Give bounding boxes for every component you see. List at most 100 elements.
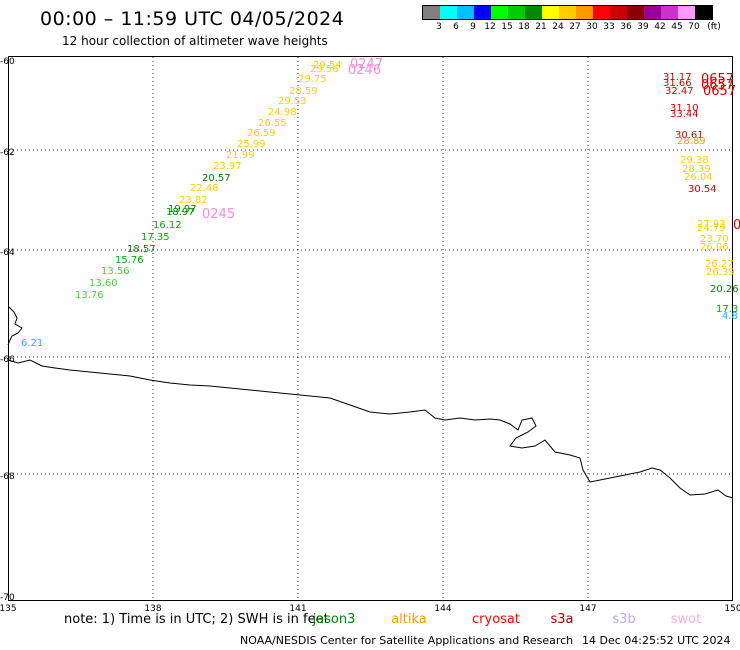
wave-height-reading: 30.54 [688, 184, 717, 195]
pass-time-label: 0245 [202, 207, 235, 222]
satellite-name: jason3 [312, 612, 356, 627]
wave-height-reading: 29.54 [313, 60, 342, 71]
wave-height-reading: 15.76 [115, 255, 144, 266]
wave-height-reading: 24.79 [697, 223, 726, 234]
pass-time-label: 0657 [701, 72, 734, 87]
lon-tick-label: 141 [289, 604, 307, 614]
legend-label: 30 [586, 22, 598, 32]
wave-height-reading: 26.27 [705, 259, 734, 270]
pass-time-label: 0246 [348, 63, 381, 78]
wave-height-reading: 13.60 [89, 278, 118, 289]
wave-height-reading: 20.26 [710, 284, 739, 295]
legend-swatch [661, 6, 678, 19]
legend-swatch [423, 6, 440, 19]
legend-swatches [422, 5, 713, 20]
wave-height-reading: 16.12 [153, 220, 182, 231]
wave-height-reading: 19.97 [168, 204, 197, 215]
wave-height-reading: 31.66 [663, 78, 692, 89]
map-frame [8, 56, 733, 601]
page-subtitle: 12 hour collection of altimeter wave hei… [62, 34, 328, 48]
wave-height-reading: 25.99 [237, 139, 266, 150]
wave-height-reading: 17.35 [141, 232, 170, 243]
legend-swatch [678, 6, 695, 19]
lon-tick-label: 138 [144, 604, 162, 614]
wave-height-reading: 33.44 [670, 109, 699, 120]
legend-label: 70 [688, 22, 700, 32]
note-text: note: 1) Time is in UTC; 2) SWH is in fe… [64, 612, 329, 627]
lat-tick-label: -68 [0, 472, 15, 482]
wave-height-reading: 28.39 [682, 164, 711, 175]
wave-height-reading: 4.8 [722, 311, 738, 322]
legend-label: 33 [603, 22, 615, 32]
lat-tick-label: -64 [0, 248, 15, 258]
legend-swatch [644, 6, 661, 19]
wave-height-reading: 29.56 [310, 64, 339, 75]
wave-height-reading: 26.04 [684, 172, 713, 183]
wave-height-reading: 17.3 [716, 304, 738, 315]
legend-label: 39 [637, 22, 649, 32]
satellite-name: altika [391, 612, 427, 627]
wave-height-reading: 6.21 [21, 338, 43, 349]
wave-height-reading: 21.99 [226, 150, 255, 161]
wave-height-reading: 18.57 [127, 244, 156, 255]
wave-height-reading: 30.61 [675, 130, 704, 141]
satellite-name: swot [670, 612, 702, 627]
wave-height-reading: 22.48 [190, 183, 219, 194]
color-scale-legend: 3 6 9 12 15 18 21 24 27 30 33 36 39 42 45 70 (ft) [422, 5, 721, 32]
wave-height-reading: 31.10 [670, 103, 699, 114]
wave-height-reading: 20.57 [202, 173, 231, 184]
wave-height-reading: 27.93 [697, 219, 726, 230]
lat-tick-label: -66 [0, 355, 15, 365]
legend-swatch [593, 6, 610, 19]
wave-height-reading: 28.89 [677, 136, 706, 147]
wave-height-reading: 32.47 [665, 86, 694, 97]
legend-label: 12 [484, 22, 496, 32]
wave-height-reading: 26.06 [700, 242, 729, 253]
pass-time-label: 0 [733, 218, 740, 233]
wave-height-reading: 31.17 [663, 72, 692, 83]
legend-label: 6 [453, 22, 459, 32]
lat-tick-label: -70 [0, 593, 15, 603]
wave-height-reading: 23.70 [700, 234, 729, 245]
wave-height-reading: 13.76 [75, 290, 104, 301]
legend-labels: 3 6 9 12 15 18 21 24 27 30 33 36 39 42 45 70 (ft) [422, 22, 732, 36]
legend-swatch [695, 6, 712, 19]
wave-height-reading: 26.55 [258, 118, 287, 129]
legend-swatch [542, 6, 559, 19]
footer-date: 14 Dec 04:25:52 UTC 2024 [582, 634, 731, 647]
legend-label: 18 [518, 22, 530, 32]
legend-label: 21 [535, 22, 547, 32]
lon-tick-label: 135 [0, 604, 17, 614]
legend-label: 3 [436, 22, 442, 32]
footer-credit: NOAA/NESDIS Center for Satellite Applica… [240, 634, 574, 647]
wave-height-reading: 13.56 [101, 266, 130, 277]
legend-label: 45 [671, 22, 683, 32]
legend-label: 15 [501, 22, 513, 32]
legend-swatch [627, 6, 644, 19]
legend-swatch [457, 6, 474, 19]
lat-tick-label: -62 [0, 148, 15, 158]
legend-swatch [491, 6, 508, 19]
wave-height-reading: 28.59 [289, 86, 318, 97]
satellite-name: cryosat [472, 612, 520, 627]
wave-height-reading: 23.97 [213, 161, 242, 172]
legend-swatch [559, 6, 576, 19]
legend-label: 42 [654, 22, 666, 32]
legend-swatch [474, 6, 491, 19]
legend-label: 36 [620, 22, 632, 32]
legend-swatch [610, 6, 627, 19]
wave-height-reading: 26.39 [706, 267, 735, 278]
wave-height-reading: 29.38 [680, 155, 709, 166]
legend-label: (ft) [707, 22, 721, 32]
legend-label: 27 [569, 22, 581, 32]
lon-tick-label: 144 [434, 604, 452, 614]
wave-height-reading: 18.97 [166, 207, 195, 218]
legend-label: 24 [552, 22, 564, 32]
lat-tick-label: -60 [0, 57, 15, 67]
satellite-name: s3b [612, 612, 636, 627]
pass-time-label: 0657 [701, 78, 734, 93]
legend-swatch [525, 6, 542, 19]
wave-height-reading: 23.82 [179, 195, 208, 206]
wave-height-reading: 29.75 [298, 74, 327, 85]
